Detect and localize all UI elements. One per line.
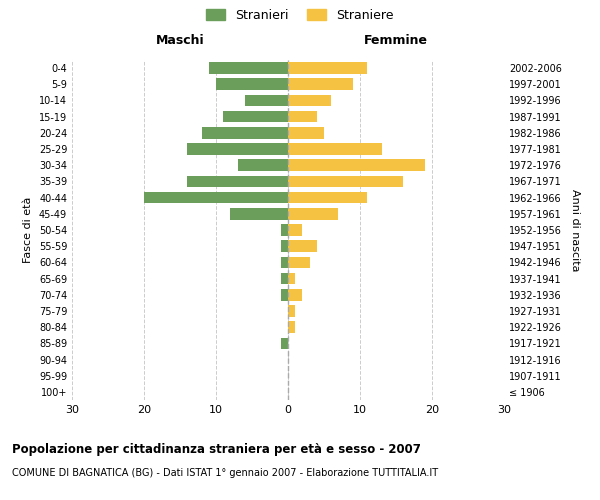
Bar bbox=[288, 322, 295, 333]
Bar bbox=[245, 94, 288, 106]
Y-axis label: Anni di nascita: Anni di nascita bbox=[570, 188, 580, 271]
Bar bbox=[187, 143, 288, 155]
Bar bbox=[288, 240, 317, 252]
Bar bbox=[281, 338, 288, 349]
Bar bbox=[288, 62, 367, 74]
Bar bbox=[281, 272, 288, 284]
Bar bbox=[202, 127, 288, 138]
Text: COMUNE DI BAGNATICA (BG) - Dati ISTAT 1° gennaio 2007 - Elaborazione TUTTITALIA.: COMUNE DI BAGNATICA (BG) - Dati ISTAT 1°… bbox=[12, 468, 438, 477]
Text: Maschi: Maschi bbox=[155, 34, 205, 47]
Legend: Stranieri, Straniere: Stranieri, Straniere bbox=[206, 8, 394, 22]
Bar bbox=[288, 176, 403, 188]
Bar bbox=[288, 272, 295, 284]
Bar bbox=[187, 176, 288, 188]
Bar bbox=[288, 208, 338, 220]
Bar bbox=[288, 160, 425, 171]
Bar bbox=[209, 62, 288, 74]
Bar bbox=[288, 289, 302, 300]
Text: Popolazione per cittadinanza straniera per età e sesso - 2007: Popolazione per cittadinanza straniera p… bbox=[12, 442, 421, 456]
Bar bbox=[288, 256, 310, 268]
Bar bbox=[288, 78, 353, 90]
Bar bbox=[288, 224, 302, 236]
Bar bbox=[288, 192, 367, 203]
Bar bbox=[238, 160, 288, 171]
Bar bbox=[281, 256, 288, 268]
Bar bbox=[288, 305, 295, 317]
Bar bbox=[288, 127, 324, 138]
Bar bbox=[288, 94, 331, 106]
Bar bbox=[281, 240, 288, 252]
Bar bbox=[281, 224, 288, 236]
Bar bbox=[288, 143, 382, 155]
Y-axis label: Fasce di età: Fasce di età bbox=[23, 197, 33, 263]
Bar bbox=[281, 289, 288, 300]
Bar bbox=[288, 111, 317, 122]
Bar bbox=[223, 111, 288, 122]
Bar bbox=[144, 192, 288, 203]
Bar bbox=[216, 78, 288, 90]
Text: Femmine: Femmine bbox=[364, 34, 428, 47]
Bar bbox=[230, 208, 288, 220]
